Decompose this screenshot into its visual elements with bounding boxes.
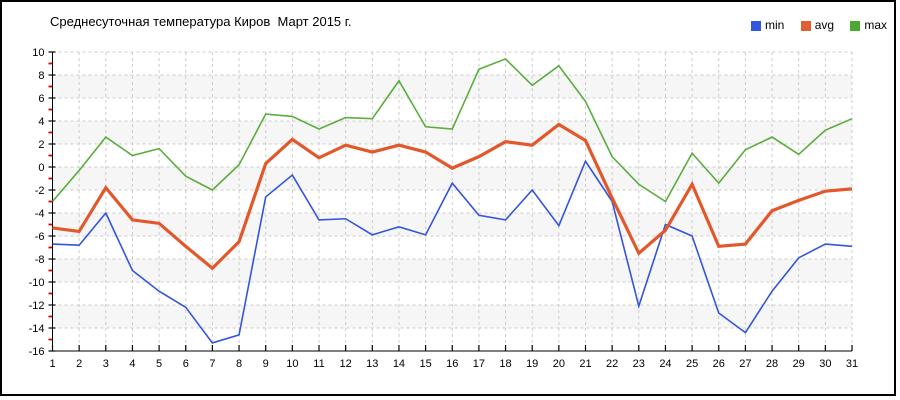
- svg-text:-8: -8: [35, 254, 45, 266]
- svg-text:29: 29: [793, 358, 805, 370]
- svg-text:10: 10: [286, 358, 298, 370]
- svg-text:12: 12: [340, 358, 352, 370]
- svg-text:26: 26: [713, 358, 725, 370]
- svg-text:14: 14: [393, 358, 405, 370]
- svg-text:-6: -6: [35, 231, 45, 243]
- svg-text:20: 20: [553, 358, 565, 370]
- svg-text:11: 11: [313, 358, 324, 370]
- svg-text:25: 25: [686, 358, 698, 370]
- svg-text:-10: -10: [29, 277, 45, 289]
- svg-text:10: 10: [32, 47, 44, 59]
- svg-text:6: 6: [38, 93, 44, 105]
- svg-text:17: 17: [473, 358, 485, 370]
- svg-text:23: 23: [633, 358, 645, 370]
- svg-text:21: 21: [579, 358, 591, 370]
- svg-text:-2: -2: [35, 185, 45, 197]
- svg-text:-14: -14: [29, 323, 45, 335]
- svg-text:30: 30: [819, 358, 831, 370]
- svg-text:7: 7: [209, 358, 215, 370]
- svg-text:18: 18: [499, 358, 511, 370]
- svg-text:3: 3: [103, 358, 109, 370]
- svg-text:19: 19: [526, 358, 538, 370]
- svg-text:9: 9: [263, 358, 269, 370]
- svg-text:31: 31: [846, 358, 858, 370]
- svg-text:-12: -12: [29, 300, 45, 312]
- svg-text:8: 8: [38, 70, 44, 82]
- svg-text:28: 28: [766, 358, 778, 370]
- svg-text:2: 2: [38, 139, 44, 151]
- svg-text:1: 1: [49, 358, 55, 370]
- svg-text:8: 8: [236, 358, 242, 370]
- svg-text:15: 15: [419, 358, 431, 370]
- svg-text:5: 5: [156, 358, 162, 370]
- svg-text:13: 13: [366, 358, 378, 370]
- svg-text:4: 4: [129, 358, 135, 370]
- svg-text:22: 22: [606, 358, 618, 370]
- svg-text:-16: -16: [29, 346, 45, 358]
- svg-text:6: 6: [183, 358, 189, 370]
- svg-text:4: 4: [38, 116, 44, 128]
- svg-text:2: 2: [76, 358, 82, 370]
- svg-text:0: 0: [38, 162, 44, 174]
- svg-text:27: 27: [739, 358, 751, 370]
- svg-text:-4: -4: [35, 208, 45, 220]
- svg-text:24: 24: [659, 358, 671, 370]
- svg-text:16: 16: [446, 358, 458, 370]
